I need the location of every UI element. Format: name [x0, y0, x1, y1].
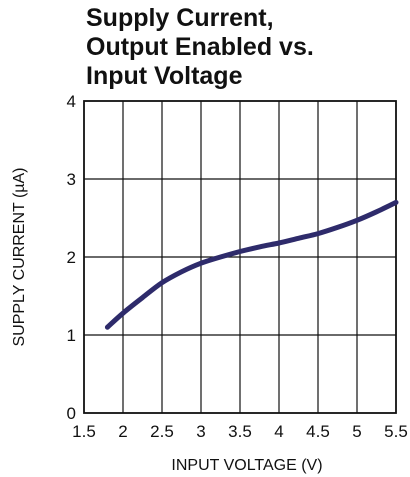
chart-title: Supply Current, Output Enabled vs. Input…: [86, 4, 406, 91]
y-tick-label: 1: [67, 326, 76, 345]
y-axis-label: SUPPLY CURRENT (µA): [11, 167, 28, 346]
y-tick-label: 2: [67, 248, 76, 267]
series-line: [104, 199, 399, 330]
chart-title-line: Supply Current,: [86, 4, 274, 32]
x-tick-label: 3.5: [228, 422, 252, 441]
chart-title-line: Output Enabled vs.: [86, 33, 314, 61]
y-tick-label: 0: [67, 404, 76, 423]
grid: [84, 101, 396, 413]
plot-frame: [83, 100, 397, 414]
x-tick-label: 2: [118, 422, 127, 441]
x-tick-label: 1.5: [72, 422, 96, 441]
x-axis-label: INPUT VOLTAGE (V): [171, 457, 322, 474]
x-tick-label: 4.5: [306, 422, 330, 441]
x-tick-label: 2.5: [150, 422, 174, 441]
tick-labels: 1.5 2 2.5 3 3.5 4 4.5 5 5.5 0 1 2 3 4: [67, 92, 408, 441]
x-tick-label: 4: [274, 422, 283, 441]
x-tick-label: 3: [196, 422, 205, 441]
y-tick-label: 3: [67, 170, 76, 189]
chart-title-line: Input Voltage: [86, 62, 243, 90]
y-tick-label: 4: [67, 92, 76, 111]
x-tick-label: 5.5: [384, 422, 408, 441]
x-tick-label: 5: [352, 422, 361, 441]
